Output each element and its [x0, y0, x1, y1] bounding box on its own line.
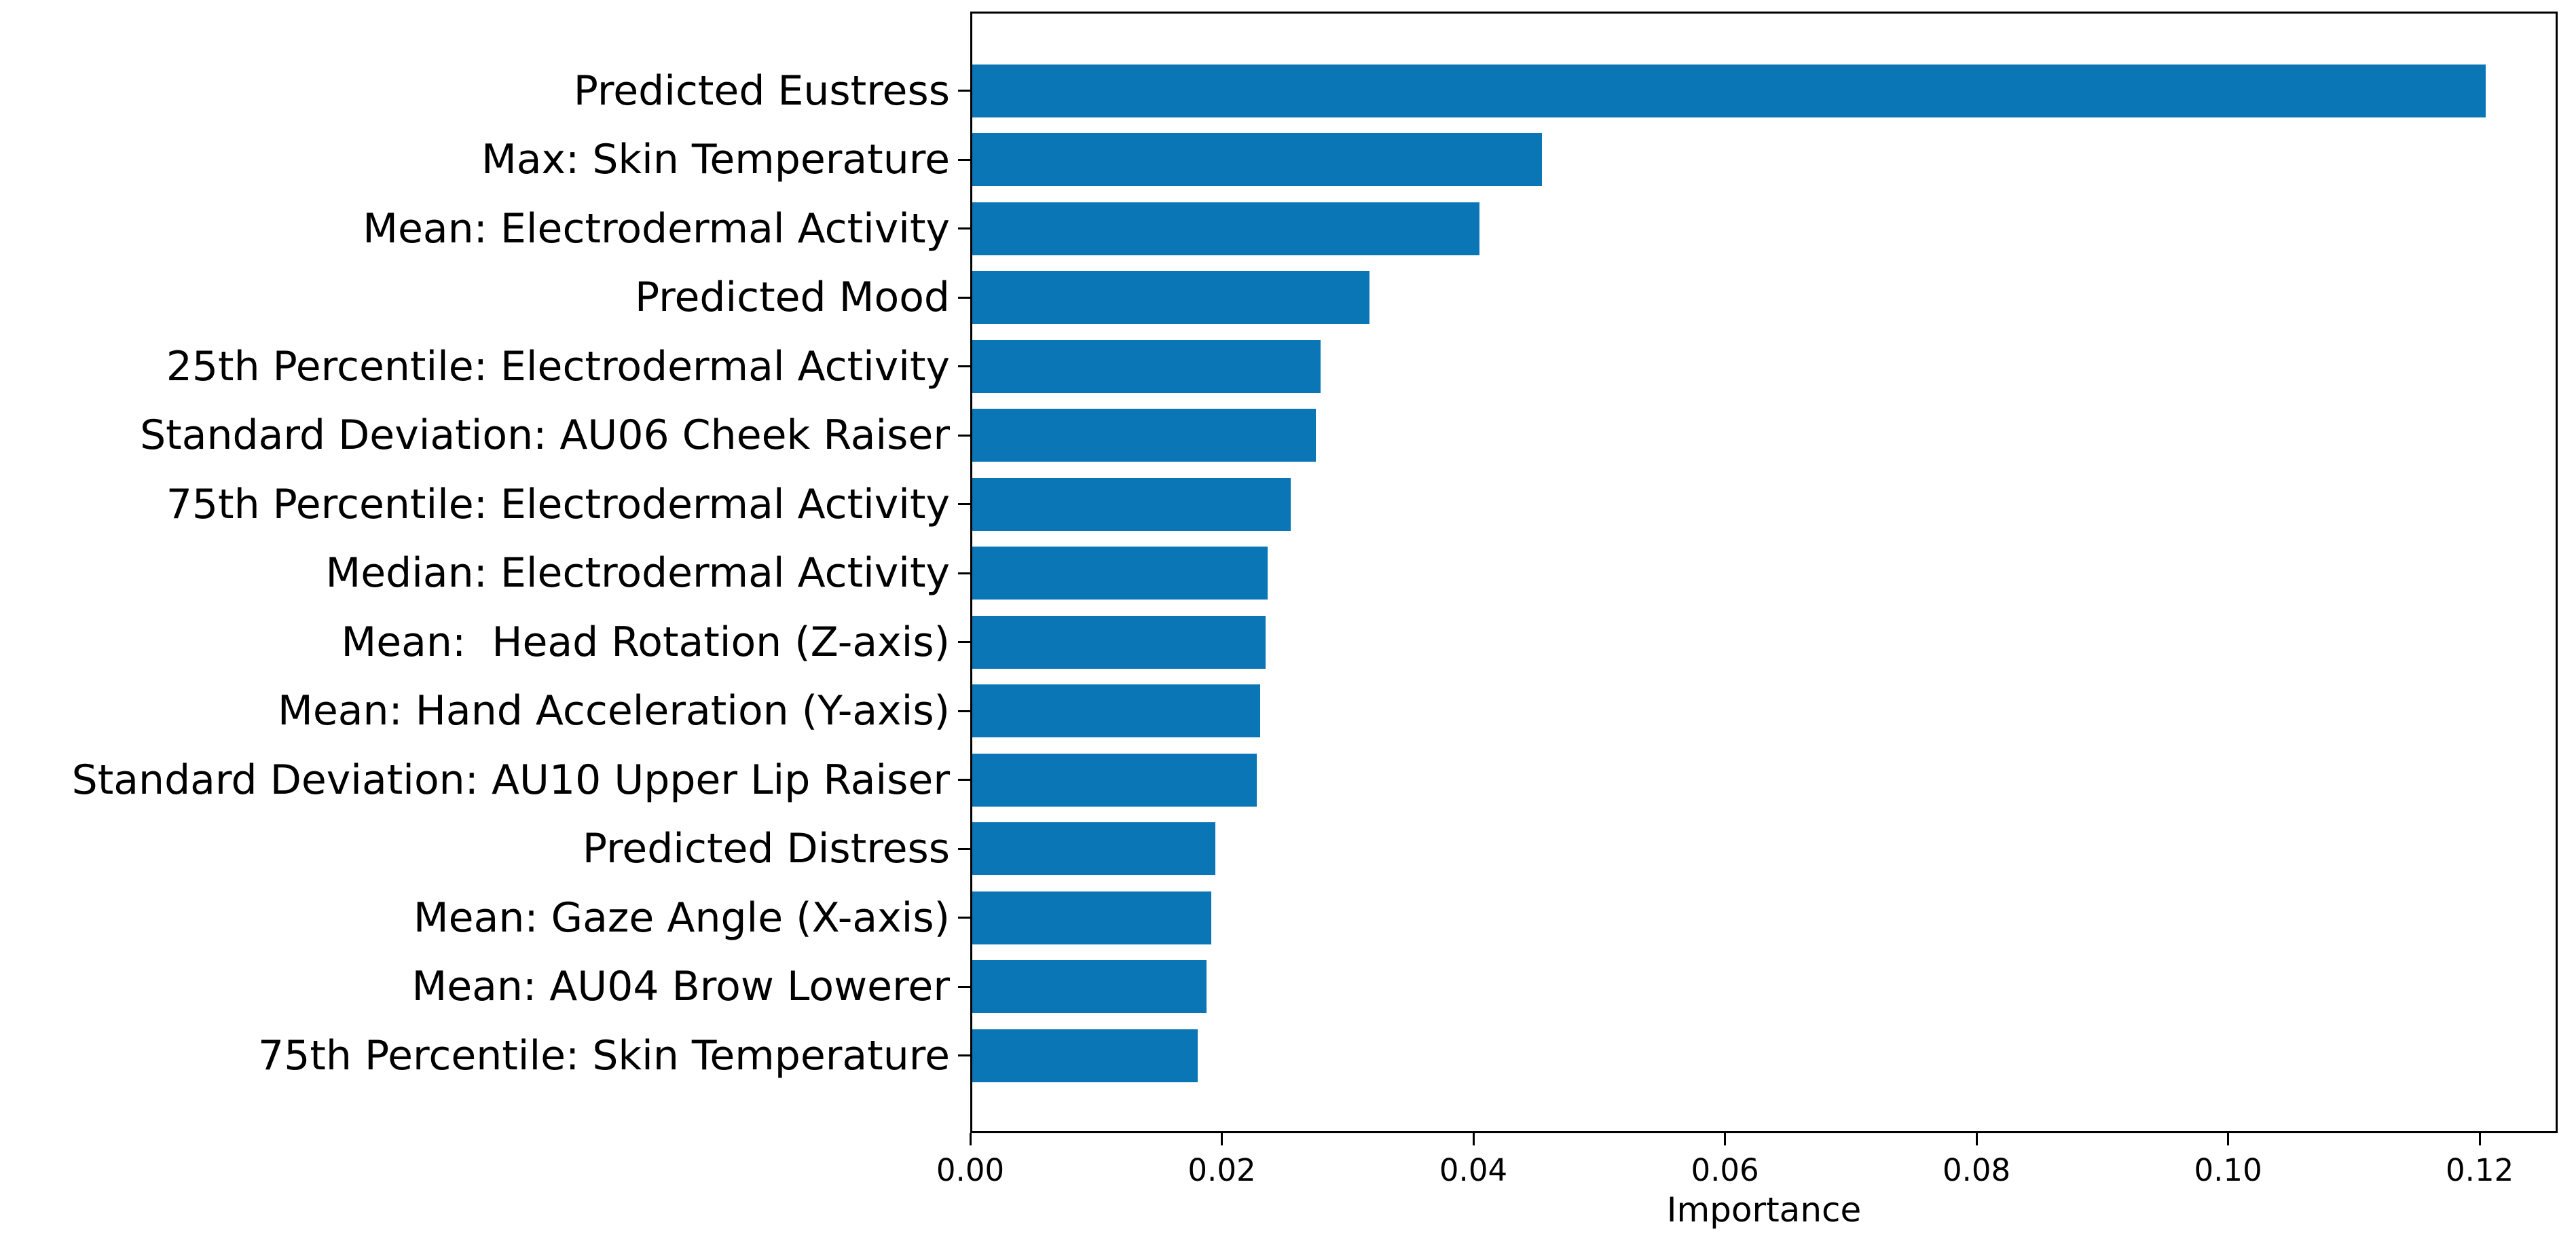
y-tick-label: Standard Deviation: AU10 Upper Lip Raise…	[71, 756, 950, 804]
y-tick	[958, 917, 970, 919]
y-tick	[958, 158, 970, 161]
bar	[972, 271, 1369, 324]
y-tick-label: 75th Percentile: Skin Temperature	[258, 1031, 950, 1080]
y-tick	[958, 90, 970, 92]
y-tick-label: Mean: Head Rotation (Z-axis)	[341, 618, 950, 666]
x-tick	[1472, 1133, 1475, 1145]
y-tick-label: 25th Percentile: Electrodermal Activity	[166, 342, 950, 390]
y-tick	[958, 434, 970, 437]
y-tick-label: Predicted Mood	[634, 274, 950, 321]
x-tick	[1724, 1133, 1727, 1145]
y-tick	[958, 227, 970, 229]
x-tick-label: 0.12	[2446, 1152, 2514, 1188]
bar	[972, 64, 2486, 117]
bar	[972, 615, 1266, 669]
y-tick	[958, 1054, 970, 1056]
x-tick	[969, 1133, 972, 1145]
x-axis-label: Importance	[1666, 1190, 1862, 1230]
bar	[972, 822, 1215, 875]
bar	[972, 1029, 1198, 1082]
y-tick-label: Predicted Eustress	[573, 67, 950, 115]
y-tick-label: Median: Electrodermal Activity	[325, 549, 950, 597]
bar	[972, 753, 1257, 807]
x-tick	[2227, 1133, 2230, 1145]
bar	[972, 684, 1260, 737]
y-tick-label: Predicted Distress	[582, 825, 950, 872]
y-tick-label: Mean: Gaze Angle (X-axis)	[413, 894, 950, 942]
bar	[972, 477, 1291, 531]
y-tick-label: Standard Deviation: AU06 Cheek Raiser	[140, 411, 950, 459]
x-tick	[2478, 1133, 2481, 1145]
bar	[972, 133, 1542, 186]
bar	[972, 409, 1316, 462]
y-tick	[958, 779, 970, 781]
y-tick	[958, 710, 970, 712]
x-tick	[1975, 1133, 1978, 1145]
bar	[972, 891, 1211, 944]
y-tick-label: Mean: AU04 Brow Lowerer	[411, 963, 950, 1010]
x-tick	[1221, 1133, 1223, 1145]
y-tick-label: 75th Percentile: Electrodermal Activity	[166, 480, 950, 528]
y-tick-label: Mean: Hand Acceleration (Y-axis)	[278, 687, 950, 735]
bar	[972, 339, 1321, 393]
y-tick-label: Mean: Electrodermal Activity	[363, 204, 950, 253]
x-tick-label: 0.10	[2194, 1152, 2262, 1188]
y-tick	[958, 572, 970, 574]
y-tick	[958, 847, 970, 850]
y-tick	[958, 296, 970, 299]
y-tick-label: Max: Skin Temperature	[481, 136, 950, 183]
y-tick	[958, 985, 970, 988]
x-tick-label: 0.02	[1188, 1152, 1256, 1188]
y-tick	[958, 641, 970, 643]
x-tick-label: 0.04	[1439, 1152, 1508, 1188]
bar	[972, 547, 1268, 600]
x-tick-label: 0.00	[936, 1152, 1005, 1188]
bar	[972, 960, 1207, 1013]
x-tick-label: 0.08	[1942, 1152, 2011, 1188]
y-tick	[958, 503, 970, 505]
x-tick-label: 0.06	[1691, 1152, 1759, 1188]
plot-area	[970, 12, 2558, 1133]
y-tick	[958, 365, 970, 367]
bar	[972, 202, 1479, 255]
